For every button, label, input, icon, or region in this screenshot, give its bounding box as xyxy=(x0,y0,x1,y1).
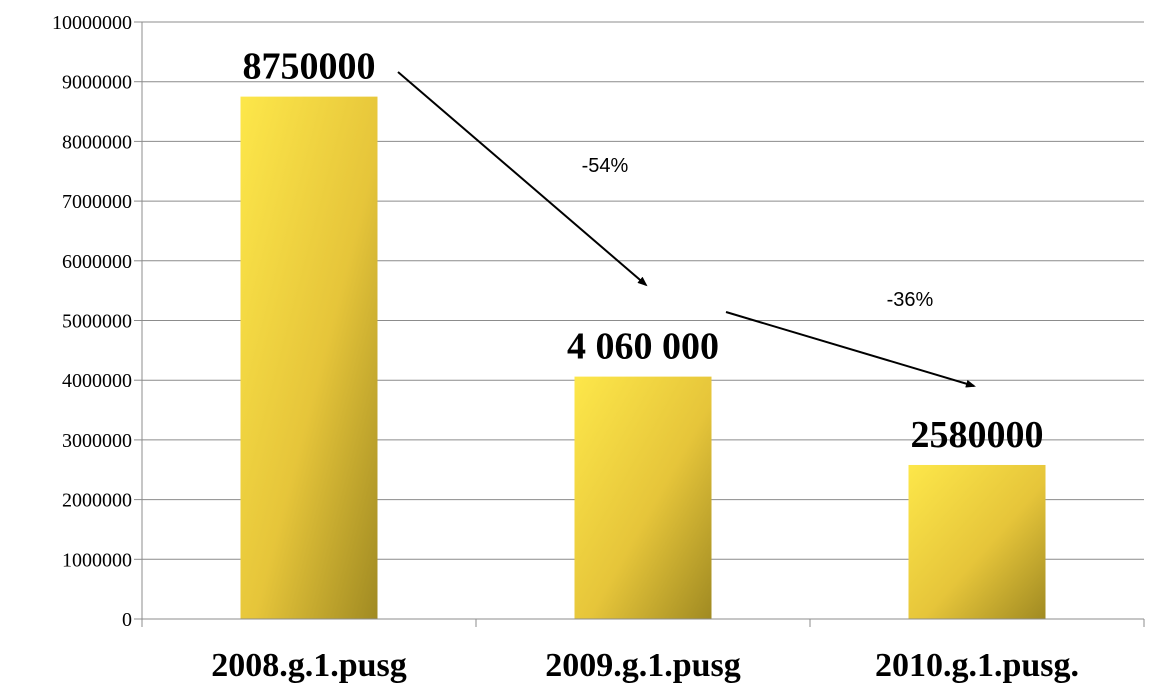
annotations: -54% -36% xyxy=(397,71,976,388)
y-tick-label: 8000000 xyxy=(62,131,132,153)
change-arrow xyxy=(397,71,648,287)
bars xyxy=(240,96,1046,619)
data-label: 4 060 000 xyxy=(567,326,719,368)
bar xyxy=(908,464,1046,619)
y-tick-label: 4000000 xyxy=(62,370,132,392)
change-percent-label: -36% xyxy=(887,289,934,311)
y-tick-label: 6000000 xyxy=(62,251,132,273)
change-arrow xyxy=(725,311,976,388)
bar xyxy=(240,96,378,619)
y-tick-label: 10000000 xyxy=(52,12,132,34)
y-tick-label: 0 xyxy=(122,609,132,631)
category-label: 2009.g.1.pusg xyxy=(545,647,741,684)
labels: 0 1000000 2000000 3000000 4000000 5000000 6000… xyxy=(52,12,1079,684)
y-tick-label: 1000000 xyxy=(62,549,132,571)
data-label: 8750000 xyxy=(243,46,376,88)
axes xyxy=(134,21,1145,627)
y-tick-label: 9000000 xyxy=(62,72,132,94)
y-tick-label: 7000000 xyxy=(62,191,132,213)
y-tick-label: 5000000 xyxy=(62,311,132,333)
y-tick-label: 3000000 xyxy=(62,430,132,452)
data-label: 2580000 xyxy=(911,414,1044,456)
category-label: 2010.g.1.pusg. xyxy=(875,647,1079,684)
y-tick-label: 2000000 xyxy=(62,490,132,512)
change-percent-label: -54% xyxy=(582,155,629,177)
bar xyxy=(574,376,712,619)
category-label: 2008.g.1.pusg xyxy=(211,647,407,684)
